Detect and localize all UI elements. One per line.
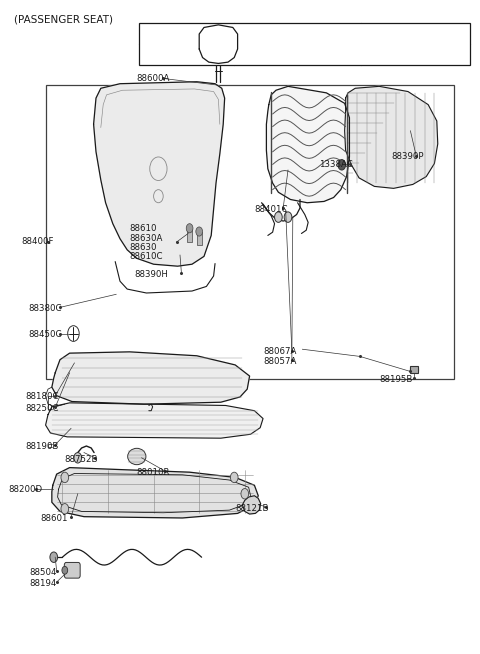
FancyBboxPatch shape xyxy=(64,562,80,578)
Bar xyxy=(139,23,470,65)
Text: 88180C: 88180C xyxy=(25,392,59,401)
Polygon shape xyxy=(46,403,263,438)
Circle shape xyxy=(338,160,346,170)
Polygon shape xyxy=(52,468,258,518)
Bar xyxy=(187,229,192,242)
Text: 88600A: 88600A xyxy=(137,74,170,83)
Circle shape xyxy=(61,472,69,483)
Circle shape xyxy=(275,212,282,222)
Text: 88450C: 88450C xyxy=(29,330,62,339)
Text: 88400F: 88400F xyxy=(22,237,54,247)
Text: Period: Period xyxy=(171,29,201,38)
Text: (PASSENGER SEAT): (PASSENGER SEAT) xyxy=(14,14,113,24)
Bar xyxy=(46,85,454,379)
Bar xyxy=(197,232,202,245)
Circle shape xyxy=(61,504,69,514)
Text: 88121B: 88121B xyxy=(235,504,269,513)
Text: 88610C: 88610C xyxy=(130,252,163,261)
Text: ASSY: ASSY xyxy=(404,29,428,38)
Text: 88380C: 88380C xyxy=(29,304,62,313)
Circle shape xyxy=(62,566,68,574)
Text: NWCS: NWCS xyxy=(283,50,312,60)
Text: 88752B: 88752B xyxy=(65,455,98,464)
Circle shape xyxy=(68,326,79,341)
Text: 88630A: 88630A xyxy=(130,233,163,243)
Polygon shape xyxy=(94,82,225,266)
Circle shape xyxy=(196,227,203,236)
Text: 1338AC: 1338AC xyxy=(319,160,353,169)
Text: SENSOR TYPE: SENSOR TYPE xyxy=(265,29,330,38)
Polygon shape xyxy=(242,496,261,514)
Text: 88630: 88630 xyxy=(130,243,157,252)
Text: 88195B: 88195B xyxy=(379,375,413,384)
Circle shape xyxy=(150,157,167,181)
Circle shape xyxy=(154,190,163,203)
Polygon shape xyxy=(345,86,438,188)
Bar xyxy=(410,366,418,373)
Text: 88390P: 88390P xyxy=(391,152,424,162)
Circle shape xyxy=(230,472,238,483)
Text: 88200D: 88200D xyxy=(9,485,43,494)
Text: 88250C: 88250C xyxy=(25,404,59,413)
Polygon shape xyxy=(266,86,349,203)
Text: TRACK ASSY: TRACK ASSY xyxy=(386,50,445,60)
Text: 88601: 88601 xyxy=(41,514,68,523)
Text: 88067A: 88067A xyxy=(263,347,297,356)
Text: 88190B: 88190B xyxy=(25,441,59,451)
Polygon shape xyxy=(52,352,250,404)
Text: 88390H: 88390H xyxy=(134,270,168,279)
Text: 88610: 88610 xyxy=(130,224,157,233)
Polygon shape xyxy=(199,25,238,63)
Circle shape xyxy=(74,453,82,463)
Text: 88194: 88194 xyxy=(30,579,57,588)
Circle shape xyxy=(186,224,193,233)
Text: 88057A: 88057A xyxy=(263,356,297,366)
Text: 20101014~: 20101014~ xyxy=(158,50,215,60)
Circle shape xyxy=(284,212,292,222)
Text: 88401C: 88401C xyxy=(254,205,288,214)
Circle shape xyxy=(50,552,58,562)
Ellipse shape xyxy=(128,449,146,464)
Text: 88010R: 88010R xyxy=(137,468,170,477)
Text: 88504: 88504 xyxy=(30,568,57,577)
Circle shape xyxy=(241,489,249,499)
